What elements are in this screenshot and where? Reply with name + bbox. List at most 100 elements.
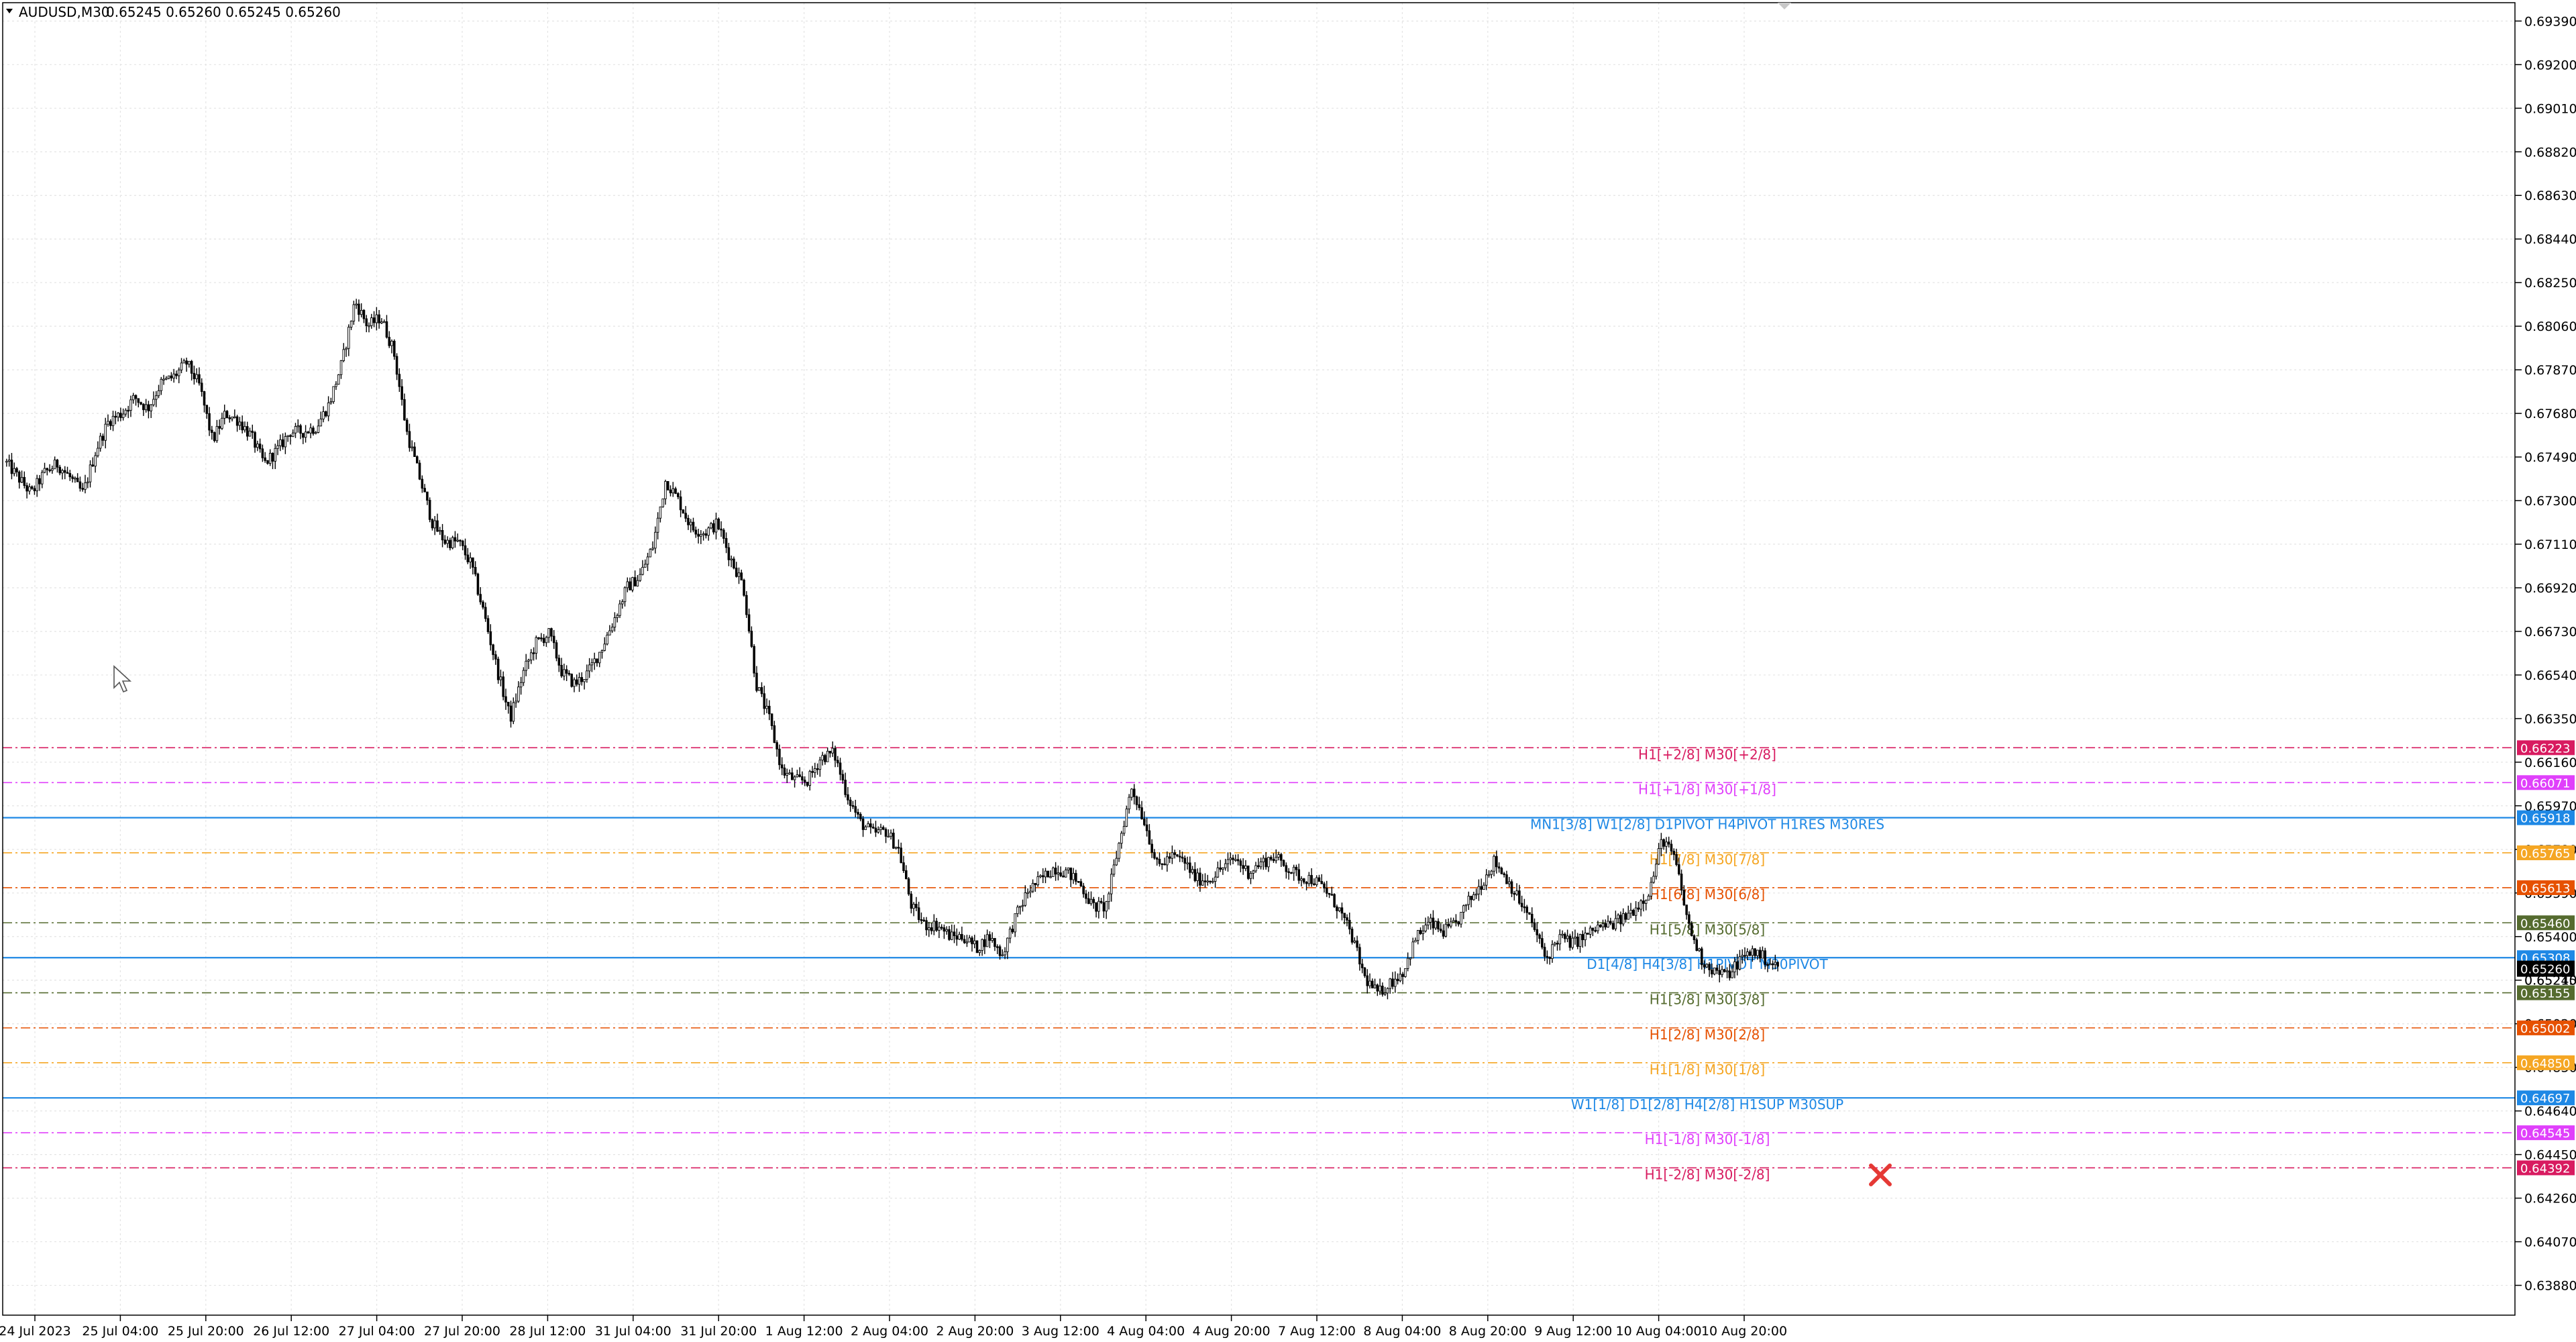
candle-body — [1652, 876, 1655, 883]
candle-body — [573, 679, 576, 687]
shift-marker-icon[interactable] — [1778, 3, 1791, 9]
candle-body — [1222, 867, 1224, 870]
candle-body — [1102, 902, 1106, 912]
candle-body — [456, 539, 459, 542]
candle-body — [388, 337, 391, 346]
y-tick-label: 0.69200 — [2524, 58, 2576, 72]
candle-body — [704, 533, 708, 536]
candle-body — [1617, 915, 1619, 919]
candle-body — [563, 669, 566, 676]
candle-body — [1193, 869, 1197, 881]
candle-body — [1406, 958, 1409, 969]
candle-body — [522, 670, 525, 683]
candle-body — [1031, 882, 1034, 892]
y-tick-label: 0.66730 — [2524, 625, 2576, 639]
candle-body — [1533, 922, 1536, 930]
candle-body — [119, 413, 122, 418]
level-label: H1[7/8] M30[7/8] — [1650, 851, 1765, 868]
candle-body — [18, 472, 21, 483]
candle-body — [988, 934, 991, 941]
candle-body — [669, 489, 672, 494]
candle-body — [1138, 804, 1141, 809]
candle-body — [707, 527, 710, 536]
candle-body — [228, 417, 231, 419]
price-tag-label: 0.64545 — [2520, 1127, 2570, 1141]
candle-body — [38, 478, 41, 484]
candle-body — [274, 448, 277, 462]
candle-body — [241, 421, 244, 431]
candle-body — [111, 415, 115, 426]
candle-body — [322, 411, 325, 419]
candle-body — [233, 416, 236, 419]
candle-body — [1662, 839, 1665, 847]
candle-body — [368, 325, 370, 327]
candle-body — [1148, 830, 1151, 845]
candle-body — [423, 488, 426, 493]
candle-body — [1112, 864, 1116, 875]
candle-body — [1252, 870, 1255, 874]
candle-body — [1024, 892, 1027, 906]
candle-body — [25, 485, 28, 492]
time-axis[interactable]: 24 Jul 2023 25 Jul 04:00 25 Jul 20:00 26 Ju… — [0, 1315, 1787, 1339]
candle-body — [841, 774, 845, 781]
candle-body — [1006, 937, 1009, 952]
candle-body — [319, 418, 323, 427]
candle-body — [682, 509, 685, 514]
candle-body — [476, 573, 480, 595]
candle-body — [20, 476, 23, 483]
candle-body — [1242, 865, 1244, 869]
candle-body — [1018, 906, 1022, 908]
candle-body — [1510, 881, 1513, 894]
candle-body — [998, 946, 1002, 956]
candle-body — [1161, 863, 1164, 866]
candle-body — [213, 432, 216, 442]
candle-body — [912, 904, 915, 909]
candle-body — [109, 421, 112, 426]
candle-body — [1315, 877, 1318, 886]
candle-body — [996, 946, 999, 948]
candle-body — [279, 439, 282, 446]
candle-body — [449, 539, 451, 548]
candle-body — [975, 940, 979, 953]
price-tag-bg — [2517, 915, 2575, 931]
candle-body — [140, 402, 142, 405]
y-tick-label: 0.67870 — [2524, 363, 2576, 378]
candle-body — [733, 558, 735, 569]
candle-body — [1507, 881, 1511, 884]
candle-body — [1168, 856, 1171, 859]
candle-body — [1118, 843, 1120, 859]
candle-body — [1404, 968, 1407, 977]
candle-body — [1067, 867, 1070, 871]
candle-body — [1470, 896, 1472, 900]
candle-body — [1178, 856, 1181, 858]
candle-body — [385, 321, 388, 338]
candle-body — [816, 768, 819, 770]
candle-body — [1472, 894, 1475, 900]
ohlc-values: 0.65245 0.65260 0.65245 0.65260 — [106, 4, 341, 20]
candle-body — [48, 469, 51, 472]
candle-body — [517, 686, 520, 702]
candle-body — [902, 862, 905, 871]
candle-body — [674, 488, 677, 494]
candle-body — [854, 806, 857, 813]
candle-body — [479, 594, 482, 603]
dropdown-triangle-icon[interactable] — [6, 9, 13, 13]
candle-body — [1594, 930, 1597, 932]
candle-body — [1001, 954, 1004, 956]
candle-body — [58, 466, 61, 474]
price-axis[interactable]: 0.69390 0.69200 0.69010 0.68820 0.68630 0.684… — [2515, 14, 2576, 1294]
candle-body — [783, 768, 786, 776]
candle-body — [857, 812, 859, 815]
candle-body — [1597, 925, 1599, 931]
candle-body — [1690, 923, 1693, 936]
candle-body — [162, 378, 165, 380]
candle-body — [360, 309, 363, 315]
candle-body — [824, 755, 826, 762]
close-icon[interactable] — [1869, 1164, 1892, 1186]
candle-body — [1039, 875, 1042, 878]
candle-body — [1543, 947, 1546, 957]
candle-body — [205, 405, 209, 414]
x-tick-label: 2 Aug 20:00 — [936, 1324, 1014, 1339]
